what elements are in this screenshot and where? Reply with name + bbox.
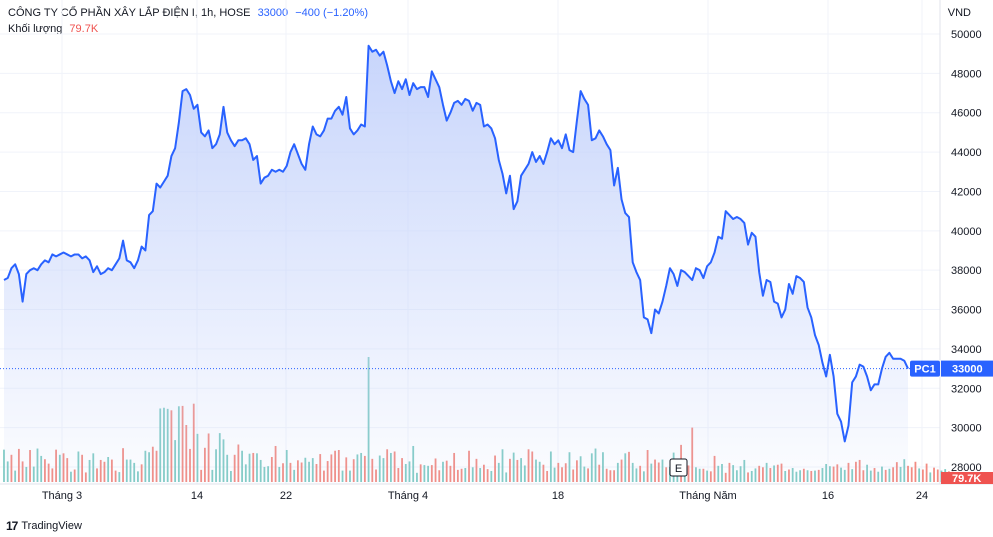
y-tick-label: 38000	[951, 265, 982, 277]
last-volume-tag: 79.7K	[941, 472, 993, 485]
y-axis[interactable]: 28000 30000 32000 34000 36000 38000 40000 42000…	[939, 0, 982, 484]
symbol-tag-label: PC1	[914, 364, 935, 376]
y-tick-label: 50000	[951, 29, 982, 41]
last-price: 33000	[257, 7, 289, 19]
price-tag	[941, 360, 993, 377]
volume-bar	[929, 472, 932, 482]
tradingview-logo-icon: 17	[6, 519, 18, 533]
x-tick-label: 22	[280, 490, 292, 502]
price-change: −400 (−1.20%)	[295, 7, 368, 19]
x-tick-label: Tháng 4	[388, 490, 428, 502]
earnings-events[interactable]: E	[669, 458, 688, 477]
volume-bar	[936, 469, 939, 482]
volume-header: Khối lượng 79.7K	[8, 23, 98, 35]
x-tick-label: 14	[191, 490, 203, 502]
volume-bar	[3, 449, 5, 482]
currency-unit: VND	[947, 7, 971, 19]
volume-label: Khối lượng	[8, 23, 63, 35]
x-tick-label: 16	[822, 490, 834, 502]
y-tick-label: 48000	[951, 68, 982, 80]
x-tick-label: 24	[916, 490, 928, 502]
x-tick-label: Tháng Năm	[679, 490, 736, 502]
x-tick-label: 18	[552, 490, 564, 502]
tradingview-branding[interactable]: 17 TradingView	[6, 519, 82, 533]
earnings-marker	[669, 458, 688, 477]
y-tick-label: 30000	[951, 423, 982, 435]
price-tag-label: 33000	[952, 364, 983, 376]
x-axis[interactable]: Tháng 3 14 22 Tháng 4 18 Tháng Năm 16 24	[0, 483, 993, 502]
y-tick-label: 44000	[951, 147, 982, 159]
company-title: CÔNG TY CỔ PHẦN XÂY LẮP ĐIỆN I, 1h, HOSE	[8, 7, 251, 19]
volume-bar	[933, 467, 935, 482]
volume-bar	[921, 469, 924, 482]
y-tick-label: 34000	[951, 344, 982, 356]
volume-bar	[910, 467, 913, 482]
y-tick-label: 32000	[951, 383, 982, 395]
volume-value: 79.7K	[69, 23, 99, 35]
y-tick-label: 46000	[951, 108, 982, 120]
last-price-tag: PC1 33000	[910, 360, 993, 377]
chart-header: CÔNG TY CỔ PHẦN XÂY LẮP ĐIỆN I, 1h, HOSE…	[8, 7, 368, 19]
volume-bar	[914, 461, 917, 482]
y-tick-label: 36000	[951, 305, 982, 317]
y-tick-label: 40000	[951, 226, 982, 238]
volume-bar	[925, 463, 928, 482]
y-tick-label: 28000	[951, 462, 982, 474]
earnings-marker-label: E	[675, 463, 682, 475]
symbol-tag	[910, 360, 940, 377]
tradingview-name: TradingView	[21, 520, 82, 532]
volume-bar	[918, 468, 921, 482]
price-line	[3, 44, 909, 443]
x-tick-label: Tháng 3	[42, 490, 82, 502]
price-area	[4, 45, 908, 485]
y-tick-label: 42000	[951, 186, 982, 198]
volume-tag	[941, 472, 993, 484]
volume-tag-label: 79.7K	[952, 473, 981, 485]
